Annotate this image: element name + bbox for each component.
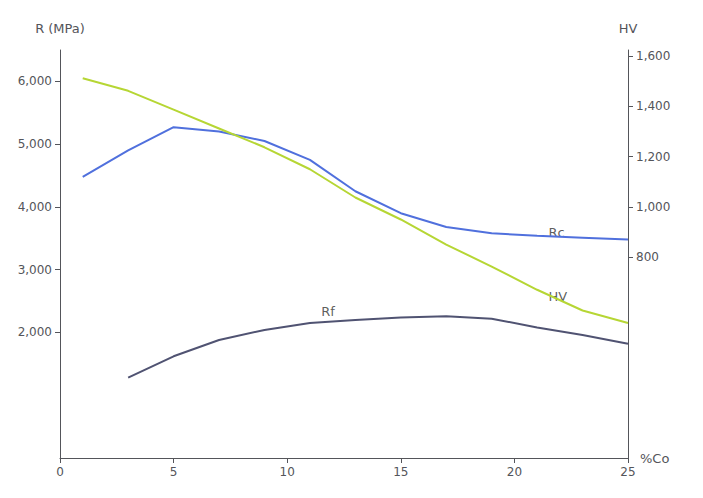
svg-text:1,600: 1,600: [636, 49, 670, 63]
svg-text:2,000: 2,000: [18, 325, 52, 339]
svg-text:5: 5: [170, 465, 178, 479]
svg-text:1,400: 1,400: [636, 99, 670, 113]
svg-text:15: 15: [393, 465, 408, 479]
svg-text:1,000: 1,000: [636, 200, 670, 214]
svg-text:20: 20: [507, 465, 522, 479]
svg-text:3,000: 3,000: [18, 263, 52, 277]
svg-text:0: 0: [56, 465, 64, 479]
svg-text:4,000: 4,000: [18, 200, 52, 214]
svg-text:R (MPa): R (MPa): [35, 21, 85, 36]
svg-text:800: 800: [636, 250, 659, 264]
svg-text:HV: HV: [619, 21, 638, 36]
svg-text:6,000: 6,000: [18, 74, 52, 88]
svg-text:HV: HV: [548, 288, 568, 304]
svg-text:10: 10: [280, 465, 295, 479]
svg-text:Rf: Rf: [321, 304, 335, 319]
svg-text:Rc: Rc: [548, 224, 565, 240]
svg-text:%Co: %Co: [640, 451, 669, 466]
svg-text:25: 25: [620, 465, 635, 479]
svg-text:1,200: 1,200: [636, 150, 670, 164]
svg-text:5,000: 5,000: [18, 137, 52, 151]
